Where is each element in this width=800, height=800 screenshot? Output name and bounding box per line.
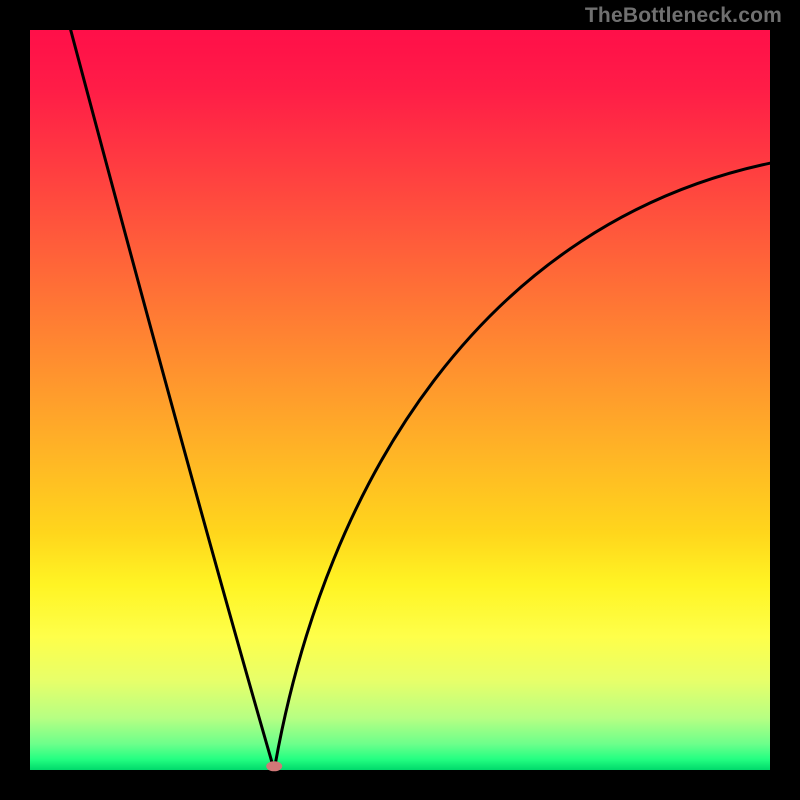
chart-container: TheBottleneck.com <box>0 0 800 800</box>
plot-background <box>30 30 770 770</box>
watermark-text: TheBottleneck.com <box>585 4 782 28</box>
minimum-marker <box>266 761 282 771</box>
bottleneck-chart <box>0 0 800 800</box>
